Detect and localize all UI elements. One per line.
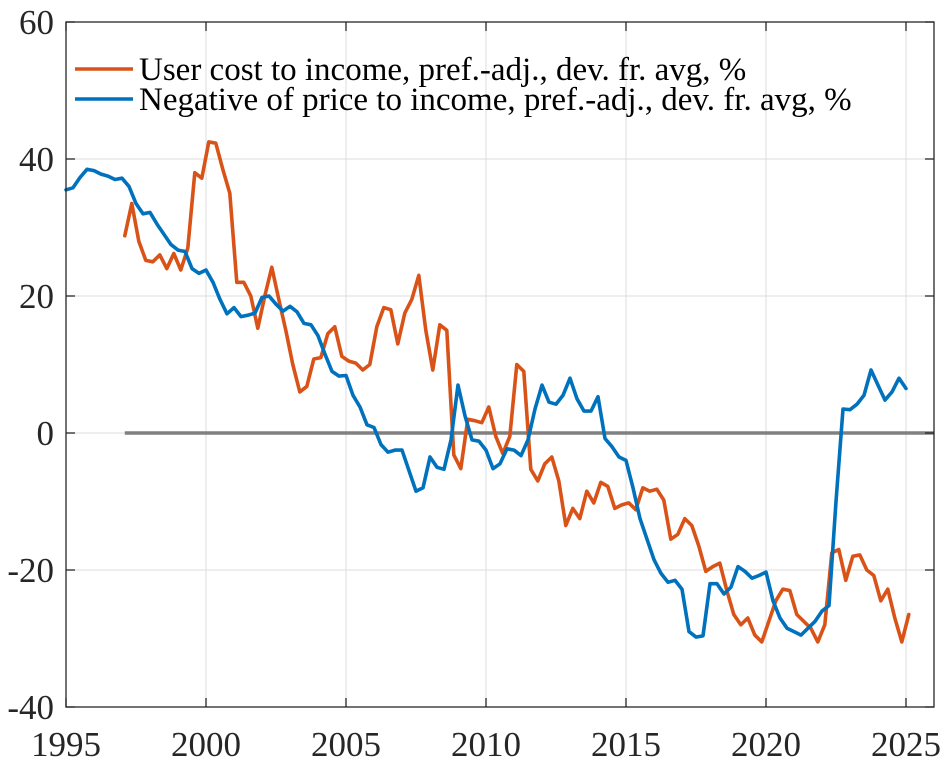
x-tick-label: 2010 <box>451 725 521 764</box>
x-axis-tick-labels: 1995 2000 2005 2010 2015 2020 2025 <box>31 725 941 764</box>
x-tick-label: 2020 <box>731 725 801 764</box>
plot-frame <box>65 21 935 708</box>
series-line-negative-price <box>64 167 908 639</box>
series-line-user-cost <box>123 140 911 644</box>
axis-ticks <box>65 21 934 708</box>
y-tick-label: 0 <box>37 414 55 453</box>
y-tick-label: 20 <box>19 277 54 316</box>
y-tick-label: -20 <box>7 551 54 590</box>
y-tick-label: -40 <box>7 688 54 727</box>
legend-label-user-cost: User cost to income, pref.-adj., dev. fr… <box>139 52 746 88</box>
y-tick-label: 60 <box>19 3 54 42</box>
x-tick-label: 2015 <box>591 725 661 764</box>
y-tick-label: 40 <box>19 140 54 179</box>
series-layer <box>64 140 911 644</box>
x-tick-label: 1995 <box>31 725 101 764</box>
legend: User cost to income, pref.-adj., dev. fr… <box>75 52 852 118</box>
x-tick-label: 2000 <box>171 725 241 764</box>
x-tick-label: 2025 <box>871 725 941 764</box>
y-axis-tick-labels: -40 -20 0 20 40 60 <box>7 3 54 727</box>
x-tick-label: 2005 <box>311 725 381 764</box>
legend-label-negative-price: Negative of price to income, pref.-adj.,… <box>139 82 852 118</box>
grid-lines <box>66 22 934 707</box>
